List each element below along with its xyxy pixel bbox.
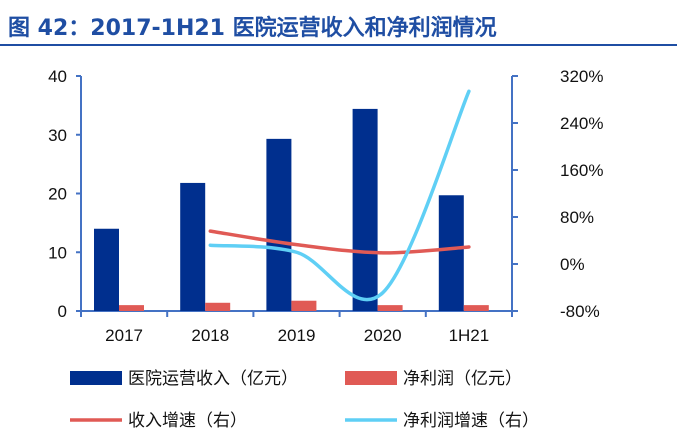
right-tick-label: 160% <box>560 161 603 180</box>
line-net-profit-growth <box>208 89 471 302</box>
line-revenue-growth <box>208 229 471 255</box>
x-tick-label: 2019 <box>278 326 316 345</box>
x-tick-label: 2020 <box>364 326 402 345</box>
legend-label: 净利润（亿元） <box>403 369 522 389</box>
left-tick-label: 30 <box>48 126 67 145</box>
left-tick-label: 20 <box>48 185 67 204</box>
bar-revenue <box>180 182 206 311</box>
x-tick-label: 2018 <box>191 326 229 345</box>
bar-net-profit <box>119 305 144 311</box>
title-rule <box>0 44 677 46</box>
bar-revenue <box>438 195 464 311</box>
x-tick-label: 1H21 <box>449 326 490 345</box>
legend-swatch <box>345 371 397 385</box>
left-tick-label: 0 <box>58 302 67 321</box>
bar-net-profit <box>377 305 403 311</box>
legend-label: 收入增速（右） <box>128 411 247 431</box>
bar-revenue <box>352 108 378 312</box>
bar-net-profit <box>291 300 317 311</box>
right-tick-label: 240% <box>560 114 603 133</box>
right-tick-label: 320% <box>560 67 603 86</box>
legend-swatch <box>70 371 122 385</box>
legend-label: 医院运营收入（亿元） <box>128 369 298 389</box>
bar-revenue <box>266 138 292 311</box>
chart-title: 图 42：2017-1H21 医院运营收入和净利润情况 <box>8 16 497 41</box>
right-tick-label: 80% <box>560 208 594 227</box>
bar-net-profit <box>205 302 231 311</box>
right-tick-label: 0% <box>560 255 585 274</box>
left-tick-label: 40 <box>48 67 67 86</box>
legend-label: 净利润增速（右） <box>403 411 539 431</box>
bar-revenue <box>94 228 119 311</box>
right-tick-label: -80% <box>560 302 600 321</box>
x-tick-label: 2017 <box>105 326 143 345</box>
bar-net-profit <box>463 305 489 311</box>
left-tick-label: 10 <box>48 243 67 262</box>
